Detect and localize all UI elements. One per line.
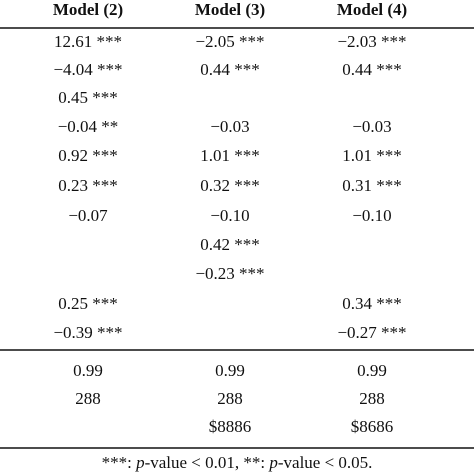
footnote: ***: p-value < 0.01, **: p-value < 0.05. [102, 453, 373, 472]
cell: −0.07 [68, 206, 108, 225]
cell: 0.34 *** [342, 294, 402, 313]
column-header: Model (3) [195, 0, 265, 19]
cell: −4.04 *** [53, 60, 122, 79]
cell: 0.23 *** [58, 176, 118, 195]
cell: 1.01 *** [200, 146, 260, 165]
footnote-part: ***: [102, 453, 136, 472]
cell: −0.27 *** [337, 323, 406, 342]
footnote-part: p [268, 453, 278, 472]
cell: −0.10 [352, 206, 391, 225]
cell: −0.03 [352, 117, 391, 136]
cell: 0.99 [215, 361, 245, 380]
cell: −2.03 *** [337, 32, 406, 51]
cell: −0.39 *** [53, 323, 122, 342]
cell: −0.10 [210, 206, 249, 225]
cell: 0.99 [73, 361, 103, 380]
cell: 0.32 *** [200, 176, 260, 195]
footnote-part: -value < 0.05. [278, 453, 373, 472]
cell: 0.42 *** [200, 235, 260, 254]
cell: −0.03 [210, 117, 249, 136]
cell: 12.61 *** [54, 32, 122, 51]
cell: −0.23 *** [195, 264, 264, 283]
cell: $8886 [209, 417, 252, 436]
cell: 0.92 *** [58, 146, 118, 165]
cell: 0.99 [357, 361, 387, 380]
cell: −2.05 *** [195, 32, 264, 51]
cell: 0.25 *** [58, 294, 118, 313]
footnote-part: -value < 0.01, **: [145, 453, 270, 472]
cell: 288 [75, 389, 101, 408]
cell: 0.44 *** [200, 60, 260, 79]
column-header: Model (4) [337, 0, 407, 19]
column-header: Model (2) [53, 0, 123, 19]
cell: 0.31 *** [342, 176, 402, 195]
cell: −0.04 ** [58, 117, 119, 136]
cell: 0.44 *** [342, 60, 402, 79]
cell: 0.45 *** [58, 88, 118, 107]
cell: $8686 [351, 417, 394, 436]
cell: 288 [359, 389, 385, 408]
cell: 1.01 *** [342, 146, 402, 165]
footnote-part: p [135, 453, 145, 472]
cell: 288 [217, 389, 243, 408]
